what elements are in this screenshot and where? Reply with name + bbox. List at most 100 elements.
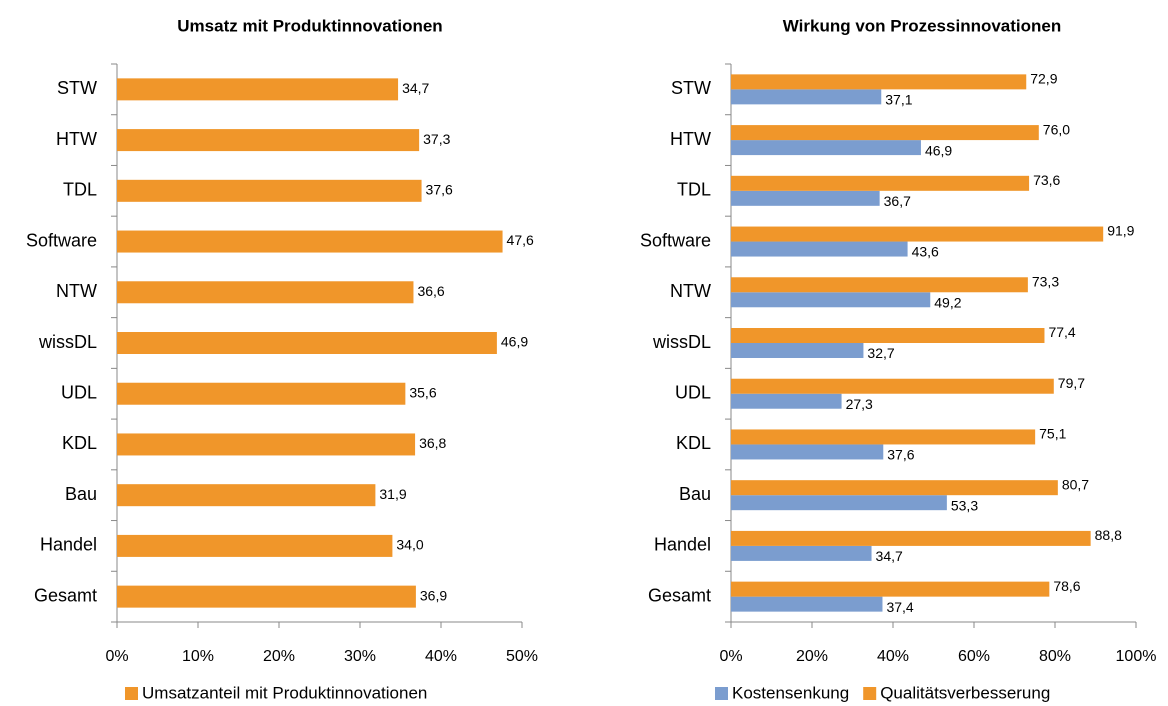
x-tick-label: 30%	[344, 648, 376, 665]
category-label: Gesamt	[648, 585, 711, 605]
bar	[731, 292, 931, 308]
bar	[731, 530, 1091, 546]
value-label: 37,1	[885, 92, 912, 108]
value-label: 73,6	[1033, 172, 1060, 188]
value-label: 36,8	[419, 435, 446, 451]
bar	[731, 378, 1054, 394]
category-label: NTW	[56, 281, 97, 301]
chart-title: Umsatz mit Produktinnovationen	[177, 16, 442, 35]
bar	[117, 332, 497, 354]
bar	[117, 585, 416, 608]
x-tick-label: 20%	[796, 648, 828, 665]
category-label: STW	[57, 78, 97, 98]
value-label: 36,6	[417, 283, 444, 299]
bar	[731, 175, 1030, 191]
category-label: HTW	[670, 129, 711, 149]
bar	[731, 545, 872, 561]
category-label: KDL	[62, 433, 97, 453]
bar	[731, 581, 1050, 597]
bar	[731, 495, 947, 511]
value-label: 91,9	[1107, 223, 1134, 239]
bar	[731, 74, 1027, 90]
category-label: HTW	[56, 129, 97, 149]
value-label: 27,3	[846, 396, 873, 412]
category-label: wissDL	[38, 332, 97, 352]
value-label: 43,6	[912, 244, 939, 260]
bar	[731, 241, 908, 257]
category-label: TDL	[677, 180, 711, 200]
bar	[731, 125, 1039, 141]
bar	[117, 129, 420, 152]
bar	[731, 190, 880, 206]
bar	[731, 226, 1104, 242]
bar	[731, 596, 883, 612]
category-label: wissDL	[652, 332, 711, 352]
category-label: Bau	[65, 484, 97, 504]
x-tick-label: 100%	[1116, 648, 1157, 665]
value-label: 47,6	[507, 232, 534, 248]
bar	[731, 480, 1058, 496]
x-tick-label: 0%	[719, 648, 742, 665]
value-label: 37,6	[887, 447, 914, 463]
category-label: Handel	[40, 535, 97, 555]
bar	[731, 328, 1045, 343]
value-label: 79,7	[1058, 375, 1085, 391]
value-label: 73,3	[1032, 273, 1059, 289]
x-tick-label: 80%	[1039, 648, 1071, 665]
value-label: 72,9	[1030, 71, 1057, 87]
category-label: UDL	[675, 382, 711, 402]
bar	[731, 429, 1036, 445]
value-label: 76,0	[1043, 121, 1070, 137]
x-tick-label: 40%	[877, 648, 909, 665]
x-tick-label: 10%	[182, 648, 214, 665]
legend-swatch	[715, 687, 728, 700]
bar	[731, 89, 882, 105]
value-label: 37,3	[423, 131, 450, 147]
bar	[117, 484, 376, 507]
value-label: 36,9	[420, 587, 447, 603]
bar	[117, 230, 503, 253]
category-label: Handel	[654, 535, 711, 555]
x-tick-label: 20%	[263, 648, 295, 665]
category-label: STW	[671, 78, 711, 98]
legend-label: Kostensenkung	[732, 683, 849, 702]
value-label: 53,3	[951, 497, 978, 513]
value-label: 35,6	[409, 384, 436, 400]
category-label: NTW	[670, 281, 711, 301]
bar	[117, 179, 422, 202]
bar	[117, 78, 399, 101]
category-label: Gesamt	[34, 585, 97, 605]
bar	[731, 393, 842, 409]
chart-title: Wirkung von Prozessinnovationen	[783, 16, 1062, 35]
bar	[117, 534, 393, 557]
value-label: 36,7	[884, 193, 911, 209]
category-label: UDL	[61, 382, 97, 402]
bar	[731, 343, 864, 358]
category-label: Software	[26, 230, 97, 250]
value-label: 34,0	[396, 537, 423, 553]
value-label: 78,6	[1053, 578, 1080, 594]
legend-swatch	[863, 687, 877, 700]
value-label: 46,9	[925, 142, 952, 158]
category-label: TDL	[63, 180, 97, 200]
x-tick-label: 60%	[958, 648, 990, 665]
value-label: 49,2	[934, 294, 961, 310]
category-label: Bau	[679, 484, 711, 504]
value-label: 37,6	[426, 182, 453, 198]
value-label: 88,8	[1095, 527, 1122, 543]
bar	[731, 277, 1028, 293]
value-label: 46,9	[501, 334, 528, 350]
value-label: 34,7	[402, 80, 429, 96]
value-label: 31,9	[379, 486, 406, 502]
category-label: KDL	[676, 433, 711, 453]
value-label: 80,7	[1062, 476, 1089, 492]
value-label: 77,4	[1048, 324, 1075, 340]
bar	[731, 444, 884, 460]
value-label: 75,1	[1039, 426, 1066, 442]
value-label: 37,4	[886, 599, 913, 615]
value-label: 34,7	[876, 548, 903, 564]
x-tick-label: 50%	[506, 648, 538, 665]
x-tick-label: 0%	[105, 648, 128, 665]
bar	[117, 433, 416, 456]
